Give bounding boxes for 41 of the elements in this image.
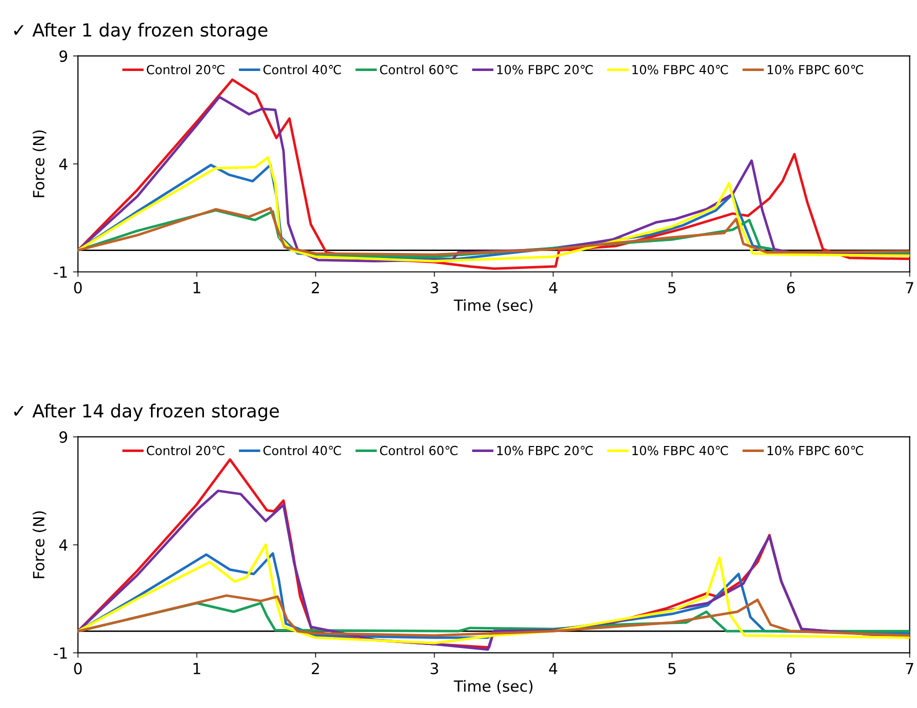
y-tick-label: -1 bbox=[54, 266, 67, 278]
x-tick-label: 1 bbox=[194, 282, 200, 294]
x-axis-title: Time (sec) bbox=[454, 299, 532, 313]
y-tick-label: 4 bbox=[59, 539, 68, 551]
x-tick-label: 6 bbox=[787, 282, 795, 294]
x-tick-label: 4 bbox=[549, 282, 558, 294]
line-series bbox=[78, 594, 910, 637]
legend-label: 10% FBPC 60℃ bbox=[768, 446, 864, 456]
legend-label: 10% FBPC 20℃ bbox=[497, 446, 593, 456]
legend-label: 10% FBPC 40℃ bbox=[632, 446, 728, 456]
x-tick-label: 4 bbox=[549, 662, 558, 674]
x-tick-label: 5 bbox=[668, 662, 676, 674]
x-tick-label: 7 bbox=[906, 662, 914, 674]
y-tick-label: 9 bbox=[59, 50, 68, 62]
x-tick-label: 0 bbox=[74, 662, 82, 674]
x-tick-label: 1 bbox=[194, 662, 200, 674]
x-tick-label: 7 bbox=[906, 282, 914, 294]
chart-title: ✓ After 1 day frozen storage bbox=[14, 22, 268, 40]
legend-label: Control 60℃ bbox=[380, 446, 458, 456]
legend-label: Control 60℃ bbox=[380, 64, 458, 74]
y-tick-label: 9 bbox=[59, 431, 68, 443]
x-tick-label: 3 bbox=[430, 282, 438, 294]
x-tick-label: 2 bbox=[312, 282, 319, 294]
legend-label: 10% FBPC 60℃ bbox=[768, 64, 864, 74]
legend-label: Control 20℃ bbox=[146, 446, 224, 456]
y-tick-label: 4 bbox=[59, 158, 68, 170]
legend-label: Control 40℃ bbox=[263, 446, 341, 456]
y-tick-label: -1 bbox=[54, 647, 67, 659]
x-tick-label: 3 bbox=[430, 662, 438, 674]
legend-label: Control 40℃ bbox=[263, 64, 341, 74]
chart-title: ✓ After 14 day frozen storage bbox=[14, 404, 279, 422]
x-tick-label: 0 bbox=[74, 282, 82, 294]
legend-label: Control 20℃ bbox=[146, 64, 224, 74]
x-tick-label: 5 bbox=[668, 282, 676, 294]
legend-label: 10% FBPC 20℃ bbox=[497, 64, 593, 74]
y-axis-title: Force (N) bbox=[32, 130, 46, 198]
x-axis-title: Time (sec) bbox=[454, 680, 532, 694]
legend-label: 10% FBPC 40℃ bbox=[632, 64, 728, 74]
x-tick-label: 6 bbox=[787, 662, 795, 674]
x-tick-label: 2 bbox=[312, 662, 319, 674]
y-axis-title: Force (N) bbox=[32, 511, 46, 578]
